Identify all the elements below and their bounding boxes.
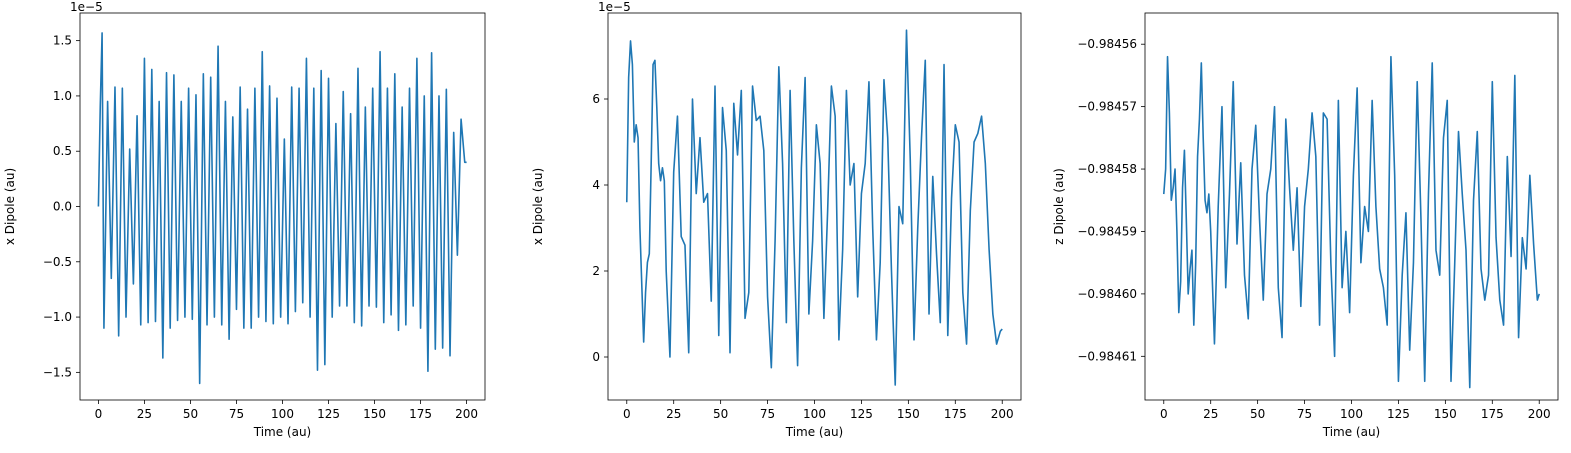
y-tick-label: −0.98460 — [1077, 287, 1137, 301]
subplot-3: 0 25 50 75 100 125 150 175 200 −0.98456 −0.98457 −0… — [1052, 12, 1559, 439]
x-tick-label: 175 — [409, 407, 432, 421]
y-tick-label: 1.5 — [53, 34, 72, 48]
x-tick-label: 150 — [363, 407, 386, 421]
x-tick-label: 200 — [455, 407, 478, 421]
x-tick-label: 0 — [623, 407, 631, 421]
x-tick-label: 25 — [666, 407, 681, 421]
series-line-1 — [625, 29, 1003, 386]
y-tick-label: −1.5 — [43, 365, 72, 379]
series-line-1 — [1162, 55, 1540, 389]
subplot-1: 0 25 50 75 100 125 150 175 200 −1.5 −1.0 −0.5 0.0 0.5… — [3, 0, 486, 439]
y-tick-label: 6 — [592, 92, 600, 106]
series-line-1 — [97, 32, 467, 385]
x-tick-label: 25 — [1203, 407, 1218, 421]
x-tick-label: 75 — [229, 407, 244, 421]
x-tick-label: 175 — [944, 407, 967, 421]
y-tick-label: −0.5 — [43, 255, 72, 269]
x-tick-label: 100 — [271, 407, 294, 421]
x-tick-label: 200 — [991, 407, 1014, 421]
subplot-2: 0 25 50 75 100 125 150 175 200 0 2 4 6 Time (au) x Dip… — [531, 0, 1022, 439]
y-tick-label: −0.98458 — [1077, 162, 1137, 176]
y-tick-label: −0.98459 — [1077, 224, 1137, 238]
x-tick-label: 100 — [803, 407, 826, 421]
y-tick-label: 0.5 — [53, 144, 72, 158]
x-tick-label: 50 — [713, 407, 728, 421]
x-tick-label: 150 — [897, 407, 920, 421]
x-tick-label: 200 — [1528, 407, 1551, 421]
y-tick-label: −1.0 — [43, 310, 72, 324]
y-tick-label: −0.98456 — [1077, 37, 1137, 51]
x-tick-label: 0 — [95, 407, 103, 421]
x-tick-label: 125 — [1387, 407, 1410, 421]
x-tick-label: 125 — [850, 407, 873, 421]
y-axis-label: x Dipole (au) — [531, 168, 545, 245]
x-tick-label: 175 — [1481, 407, 1504, 421]
x-axis-label: Time (au) — [253, 425, 312, 439]
axis-offset-label: 1e−5 — [70, 0, 103, 14]
x-tick-label: 0 — [1160, 407, 1168, 421]
y-tick-label: 1.0 — [53, 89, 72, 103]
y-tick-label: −0.98461 — [1077, 349, 1137, 363]
x-tick-label: 125 — [317, 407, 340, 421]
y-tick-label: 0 — [592, 350, 600, 364]
x-axis-label: Time (au) — [785, 425, 844, 439]
x-tick-label: 75 — [1297, 407, 1312, 421]
y-tick-label: 4 — [592, 178, 600, 192]
axis-offset-label: 1e−5 — [598, 0, 631, 14]
y-tick-label: 2 — [592, 264, 600, 278]
x-tick-label: 50 — [1250, 407, 1265, 421]
x-tick-label: 25 — [137, 407, 152, 421]
x-tick-label: 100 — [1340, 407, 1363, 421]
y-tick-label: 0.0 — [53, 200, 72, 214]
y-axis-label: z Dipole (au) — [1052, 168, 1066, 245]
y-axis-label: x Dipole (au) — [3, 168, 17, 245]
x-tick-label: 75 — [760, 407, 775, 421]
y-tick-label: −0.98457 — [1077, 100, 1137, 114]
x-tick-label: 150 — [1434, 407, 1457, 421]
x-axis-label: Time (au) — [1322, 425, 1381, 439]
x-tick-label: 50 — [183, 407, 198, 421]
